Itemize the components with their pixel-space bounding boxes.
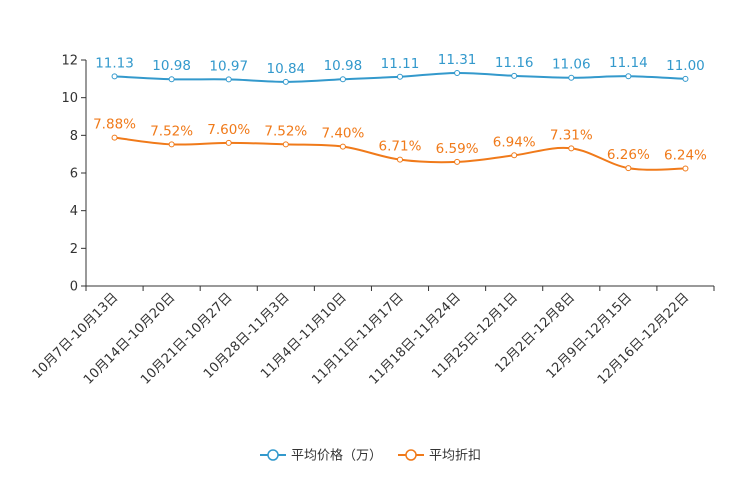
- series-group: [111, 69, 689, 172]
- y-tick-label: 6: [70, 167, 78, 182]
- price-data-label: 10.97: [209, 58, 248, 74]
- price-point[interactable]: [568, 74, 575, 81]
- discount-point[interactable]: [568, 145, 575, 152]
- price-data-label: 10.84: [266, 61, 305, 77]
- y-tick-label: 0: [70, 280, 78, 295]
- price-data-label: 10.98: [152, 58, 191, 74]
- discount-data-label: 7.88%: [93, 117, 136, 133]
- price-data-label: 11.06: [552, 57, 591, 73]
- discount-point[interactable]: [168, 141, 175, 148]
- discount-point[interactable]: [682, 165, 689, 172]
- discount-data-label: 7.52%: [264, 123, 307, 139]
- price-point[interactable]: [511, 72, 518, 79]
- y-tick-label: 12: [61, 54, 78, 69]
- discount-point[interactable]: [511, 152, 518, 159]
- price-point[interactable]: [282, 78, 289, 85]
- price-point[interactable]: [225, 76, 232, 83]
- price-data-label: 11.00: [666, 58, 705, 74]
- price-data-label: 11.14: [609, 55, 648, 71]
- discount-data-label: 7.60%: [207, 122, 250, 138]
- price-data-label: 11.11: [381, 56, 420, 72]
- discount-data-label: 6.71%: [379, 139, 422, 155]
- y-tick-label: 4: [70, 204, 78, 219]
- discount-data-label: 6.24%: [664, 147, 707, 163]
- data-labels: 11.13 10.98 10.97 10.84 10.98 11.11 11.31 11.16…: [93, 52, 707, 163]
- price-data-label: 11.16: [495, 55, 534, 71]
- legend-marker-icon: [405, 449, 417, 461]
- price-data-label: 10.98: [324, 58, 363, 74]
- price-point[interactable]: [682, 75, 689, 82]
- y-tick-label: 8: [70, 129, 78, 144]
- legend-item-discount[interactable]: 平均折扣: [398, 449, 481, 464]
- price-point[interactable]: [397, 73, 403, 80]
- price-point[interactable]: [625, 73, 632, 80]
- price-point[interactable]: [168, 76, 175, 83]
- discount-data-label: 7.52%: [150, 123, 193, 139]
- discount-point[interactable]: [339, 143, 346, 150]
- discount-data-label: 6.94%: [493, 134, 536, 150]
- price-point[interactable]: [339, 76, 346, 83]
- price-point[interactable]: [111, 73, 118, 80]
- legend[interactable]: 平均价格（万） 平均折扣: [260, 448, 481, 464]
- discount-point[interactable]: [282, 141, 289, 148]
- price-point[interactable]: [454, 69, 461, 76]
- legend-label: 平均折扣: [429, 449, 481, 464]
- discount-point[interactable]: [454, 158, 461, 165]
- discount-point[interactable]: [397, 156, 403, 163]
- y-tick-label: 2: [70, 242, 78, 257]
- legend-marker-icon: [267, 449, 279, 461]
- legend-item-price[interactable]: 平均价格（万）: [260, 448, 382, 464]
- axes: 02468101210月7日-10月13日10月14日-10月20日10月21日…: [30, 54, 715, 388]
- discount-data-label: 7.31%: [550, 127, 593, 143]
- discount-point[interactable]: [111, 134, 118, 141]
- discount-data-label: 7.40%: [321, 126, 364, 142]
- discount-point[interactable]: [225, 139, 232, 146]
- discount-data-label: 6.26%: [607, 147, 650, 163]
- discount-data-label: 6.59%: [436, 141, 479, 157]
- price-data-label: 11.13: [95, 55, 134, 71]
- y-tick-label: 10: [61, 91, 78, 106]
- price-data-label: 11.31: [438, 52, 477, 68]
- discount-point[interactable]: [625, 165, 632, 172]
- legend-label: 平均价格（万）: [291, 448, 382, 464]
